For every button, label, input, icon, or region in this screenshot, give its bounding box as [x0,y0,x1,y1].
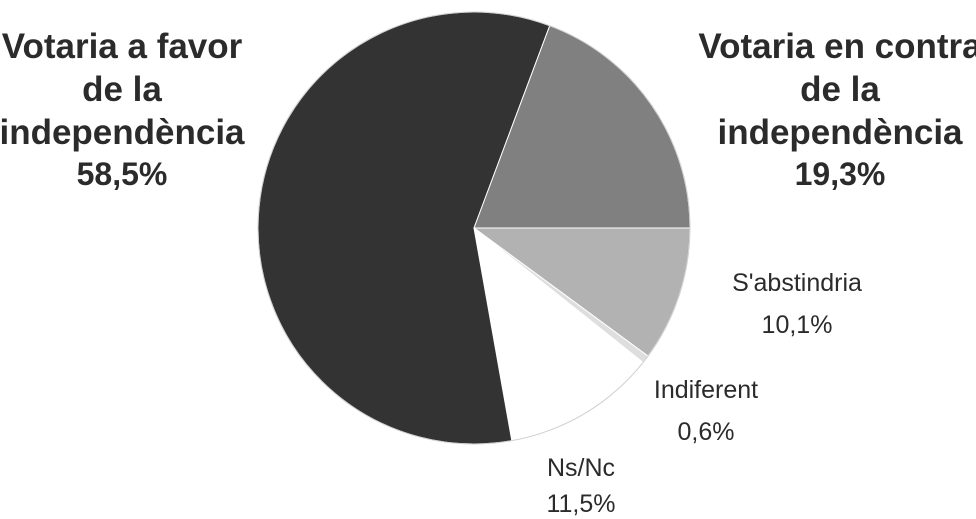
slice-value-favor: 58,5% [77,156,168,192]
slice-label-contra-line2: de la [800,70,880,109]
pie-labels: S'abstindria 10,1% Indiferent 0,6% Ns/Nc… [0,27,976,518]
slice-label-nsnc: Ns/Nc [547,454,615,482]
slice-label-indiferent: Indiferent [654,376,758,404]
slice-label-favor-line2: de la [82,70,162,109]
slice-value-indiferent: 0,6% [678,418,735,446]
slice-value-abstindria: 10,1% [762,311,833,339]
slice-label-favor-line1: Votaria a favor [2,27,243,66]
slice-label-favor-line3: independència [0,113,245,152]
pie-outline [257,11,691,445]
slice-value-nsnc: 11,5% [546,490,615,518]
pie-slices [257,11,691,445]
slice-label-abstindria: S'abstindria [732,269,862,297]
slice-label-contra-line3: independència [717,113,963,152]
slice-value-contra: 19,3% [795,156,886,192]
slice-label-contra-line1: Votaria en contra [698,27,976,66]
